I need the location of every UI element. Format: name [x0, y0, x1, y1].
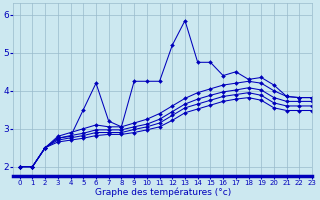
X-axis label: Graphe des températures (°c): Graphe des températures (°c)	[95, 187, 231, 197]
